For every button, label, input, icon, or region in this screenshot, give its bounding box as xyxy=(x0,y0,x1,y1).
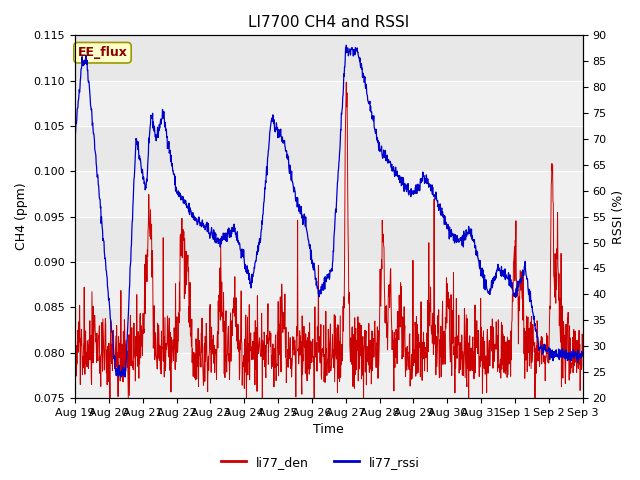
Title: LI7700 CH4 and RSSI: LI7700 CH4 and RSSI xyxy=(248,15,410,30)
Bar xyxy=(75,36,582,81)
Bar xyxy=(75,262,582,307)
Bar xyxy=(75,216,582,262)
Y-axis label: RSSI (%): RSSI (%) xyxy=(612,190,625,244)
Bar xyxy=(75,81,582,126)
Y-axis label: CH4 (ppm): CH4 (ppm) xyxy=(15,183,28,251)
Bar xyxy=(75,171,582,216)
Legend: li77_den, li77_rssi: li77_den, li77_rssi xyxy=(216,451,424,474)
Text: EE_flux: EE_flux xyxy=(77,46,127,59)
Bar xyxy=(75,353,582,398)
Bar xyxy=(75,126,582,171)
X-axis label: Time: Time xyxy=(314,423,344,436)
Bar xyxy=(75,307,582,353)
